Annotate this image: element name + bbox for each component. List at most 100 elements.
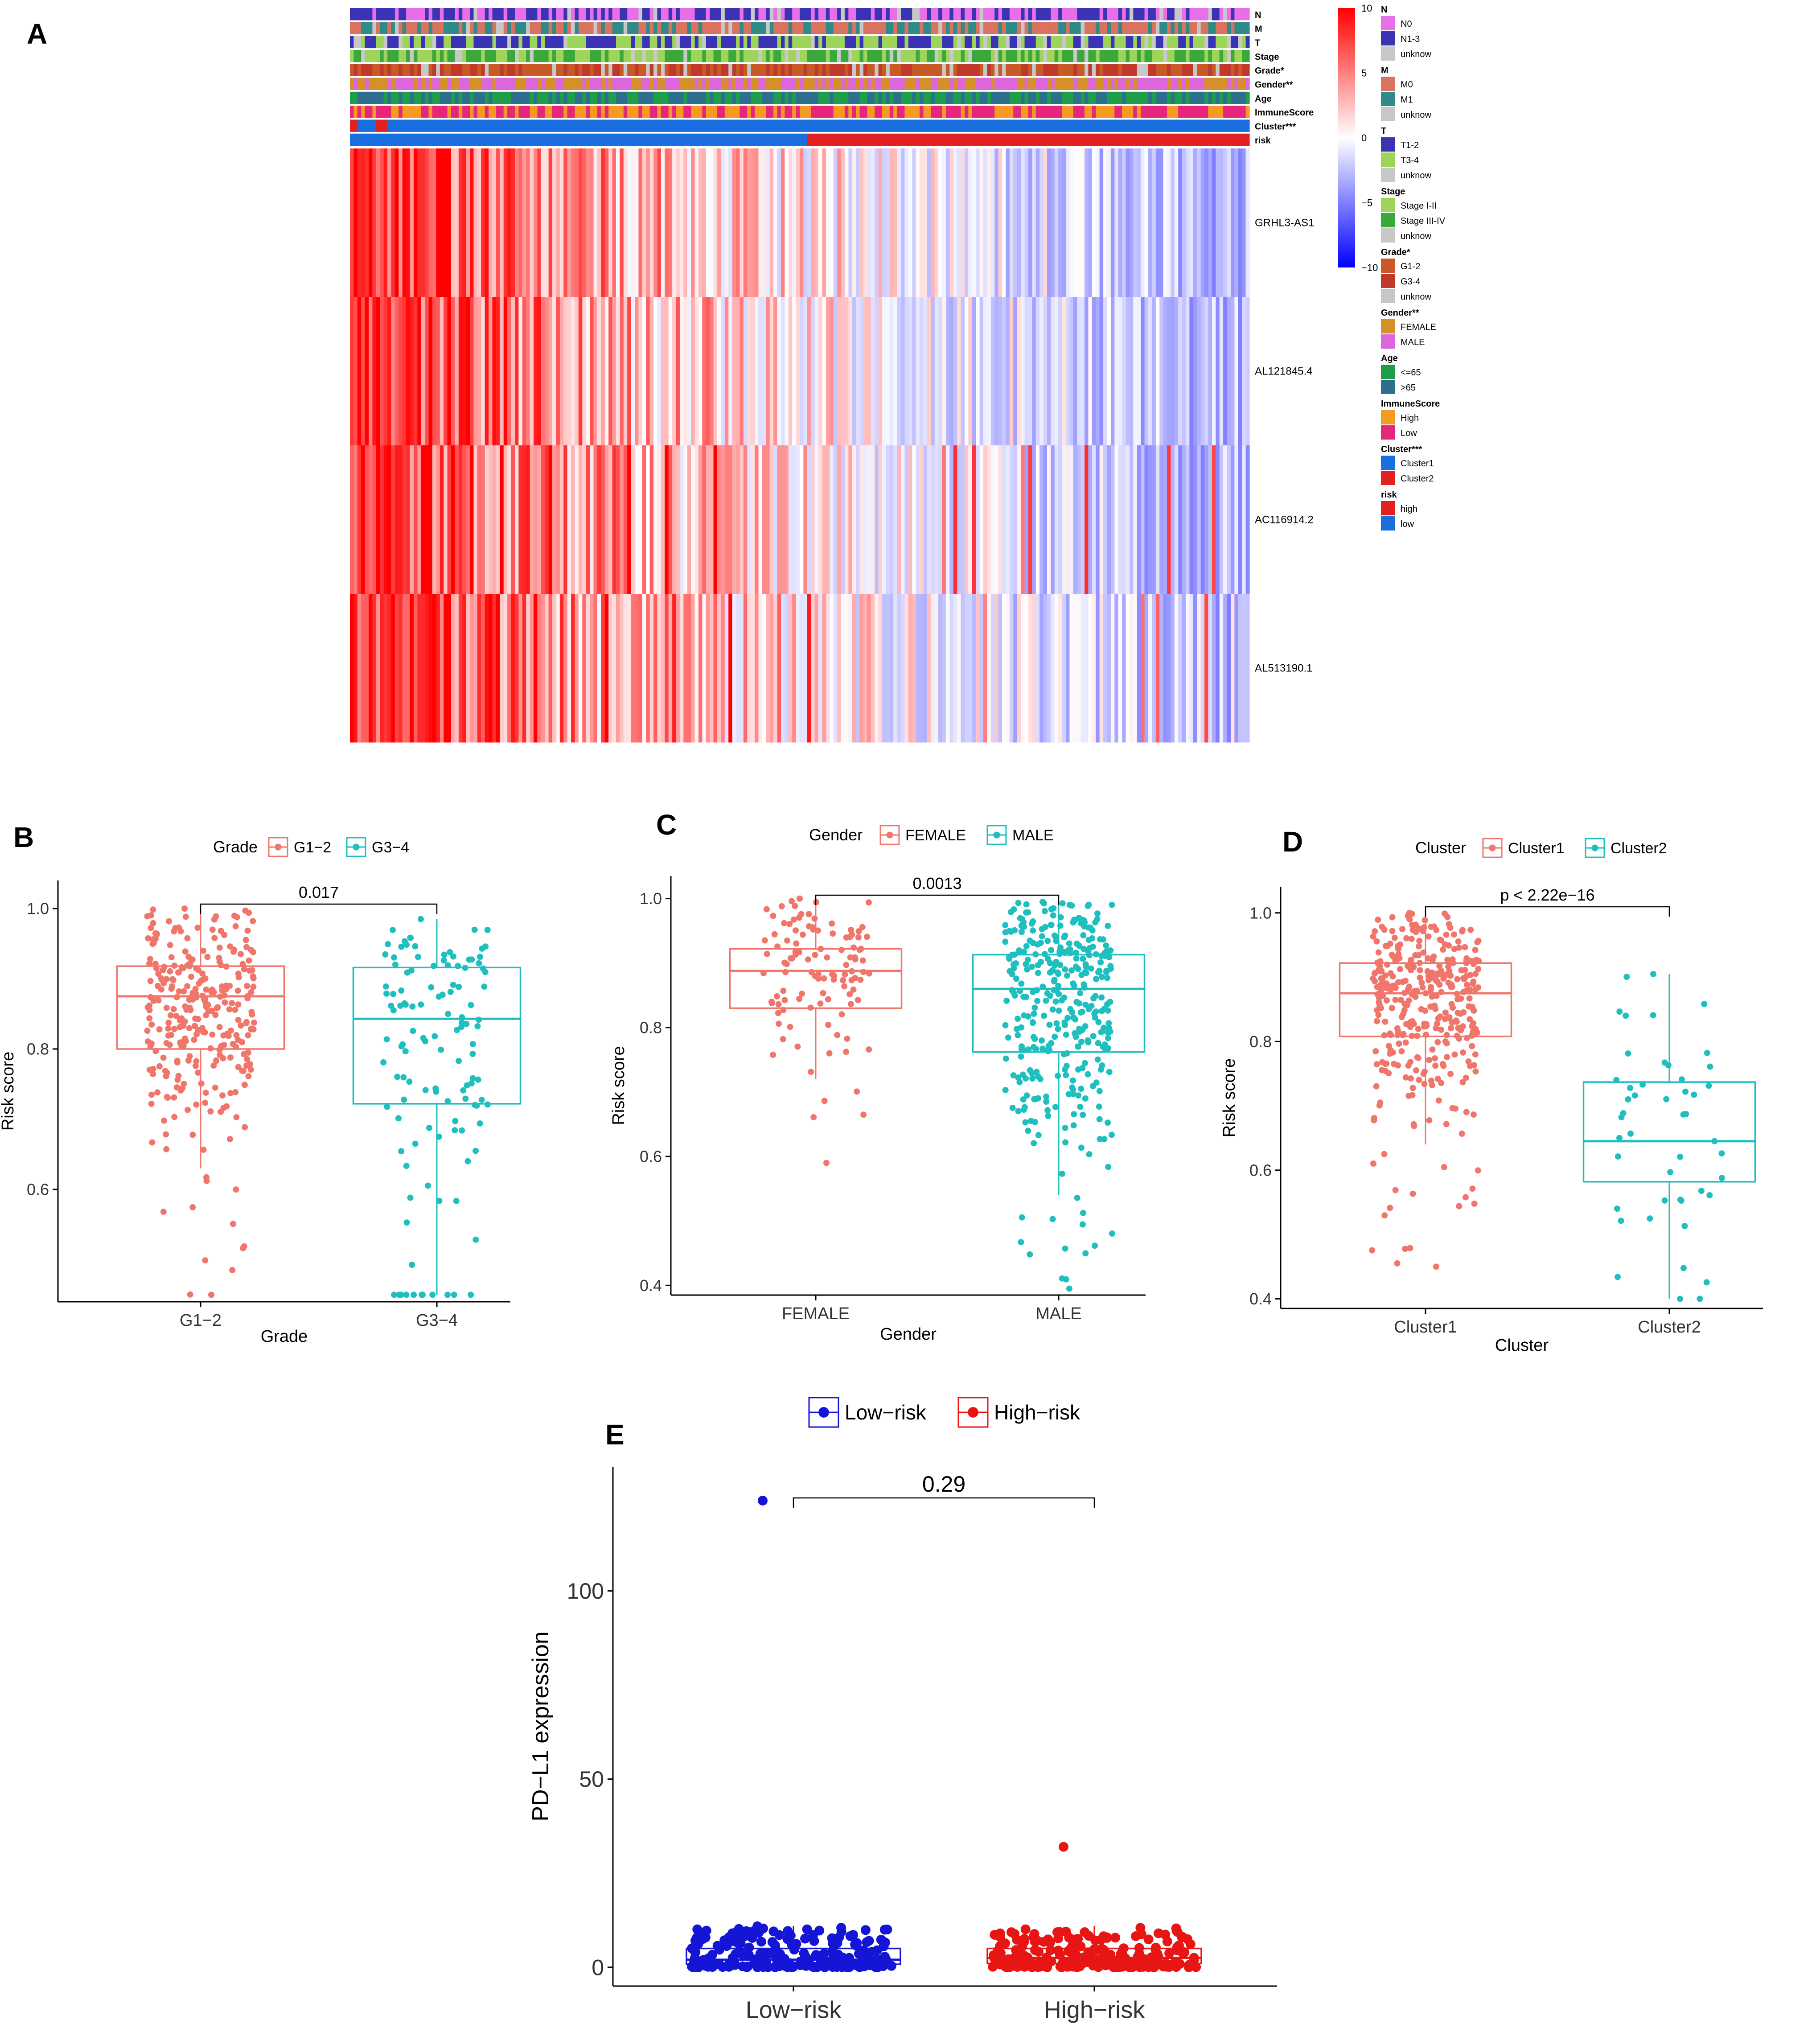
data-point bbox=[235, 1064, 242, 1070]
annotation-cell bbox=[736, 22, 740, 34]
heatmap-cell bbox=[1133, 297, 1138, 446]
annotation-cell bbox=[1088, 119, 1093, 132]
data-point bbox=[166, 918, 172, 925]
annotation-cell bbox=[1200, 49, 1205, 62]
heatmap-cell bbox=[852, 297, 856, 446]
heatmap-cell bbox=[1245, 297, 1250, 446]
heatmap-cell bbox=[1245, 445, 1250, 594]
annotation-cell bbox=[481, 133, 485, 146]
heatmap-cell bbox=[987, 297, 991, 446]
data-point bbox=[1389, 1005, 1395, 1012]
heatmap-cell bbox=[518, 594, 523, 743]
heatmap-cell bbox=[1200, 445, 1205, 594]
annotation-cell bbox=[432, 119, 436, 132]
data-point bbox=[1049, 1216, 1056, 1222]
annotation-cell bbox=[631, 49, 635, 62]
annotation-cell bbox=[1148, 133, 1152, 146]
heatmap-cell bbox=[1238, 445, 1242, 594]
data-point bbox=[1043, 1098, 1050, 1105]
annotation-cell bbox=[1009, 106, 1014, 118]
annotation-cell bbox=[399, 64, 403, 76]
data-point bbox=[441, 951, 448, 958]
annotation-cell bbox=[758, 8, 763, 21]
heatmap-cell bbox=[691, 594, 695, 743]
heatmap-cell bbox=[713, 594, 718, 743]
heatmap-cell bbox=[489, 297, 493, 446]
annotation-cell bbox=[657, 36, 661, 49]
annotation-cell bbox=[665, 91, 669, 104]
annotation-cell bbox=[413, 106, 418, 118]
heatmap-cell bbox=[990, 594, 995, 743]
heatmap-cell bbox=[1035, 445, 1040, 594]
annotation-cell bbox=[893, 36, 898, 49]
data-point bbox=[238, 951, 244, 958]
annotation-cell bbox=[676, 8, 680, 21]
data-point bbox=[232, 923, 239, 930]
annotation-cell bbox=[444, 78, 448, 90]
heatmap-cell bbox=[1242, 594, 1246, 743]
annotation-cell bbox=[908, 22, 912, 34]
annotation-cell bbox=[383, 91, 388, 104]
annotation-cell bbox=[518, 64, 523, 76]
annotation-cell bbox=[1080, 8, 1085, 21]
data-point bbox=[1055, 1026, 1061, 1032]
annotation-cell bbox=[522, 91, 526, 104]
data-point bbox=[1398, 1048, 1405, 1055]
annotation-cell bbox=[1080, 119, 1085, 132]
annotation-cell bbox=[732, 133, 736, 146]
data-point bbox=[235, 1016, 242, 1023]
annotation-cell bbox=[590, 119, 594, 132]
annotation-cell bbox=[758, 91, 763, 104]
annotation-cell bbox=[766, 78, 770, 90]
annotation-cell bbox=[1144, 119, 1149, 132]
heatmap-cell bbox=[844, 445, 849, 594]
data-point bbox=[1047, 960, 1053, 967]
annotation-cell bbox=[665, 106, 669, 118]
heatmap-cell bbox=[706, 148, 710, 297]
annotation-cell bbox=[990, 36, 995, 49]
data-point bbox=[397, 1002, 404, 1009]
annotation-cell bbox=[369, 119, 373, 132]
annotation-cell bbox=[428, 119, 433, 132]
data-point bbox=[1066, 901, 1073, 908]
data-point bbox=[852, 956, 859, 963]
heatmap-cell bbox=[1193, 445, 1197, 594]
data-point bbox=[1016, 947, 1023, 954]
data-point bbox=[424, 1182, 431, 1189]
annotation-cell bbox=[830, 133, 834, 146]
heatmap-cell bbox=[635, 445, 639, 594]
box-iqr bbox=[352, 967, 522, 1105]
heatmap-cell bbox=[387, 445, 392, 594]
data-point bbox=[168, 1012, 174, 1019]
annotation-cell bbox=[1212, 91, 1216, 104]
annotation-cell bbox=[620, 22, 624, 34]
annotation-cell bbox=[1152, 36, 1156, 49]
annotation-cell bbox=[635, 78, 639, 90]
annotation-cell bbox=[758, 133, 763, 146]
annotation-cell bbox=[522, 22, 526, 34]
annotation-cell bbox=[994, 119, 999, 132]
annotation-cell bbox=[496, 133, 500, 146]
data-point bbox=[1469, 958, 1475, 964]
annotation-cell bbox=[1103, 8, 1108, 21]
annotation-cell bbox=[698, 64, 703, 76]
heatmap-cell bbox=[1051, 148, 1055, 297]
heatmap-cell bbox=[998, 148, 1002, 297]
annotation-cell bbox=[792, 36, 797, 49]
annotation-cell bbox=[1009, 49, 1014, 62]
annotation-cell bbox=[1126, 64, 1130, 76]
heatmap-cell bbox=[871, 148, 875, 297]
data-point bbox=[455, 963, 461, 969]
data-point bbox=[244, 1056, 251, 1062]
legend-item-label: Stage I-II bbox=[1401, 201, 1437, 211]
annotation-cell bbox=[567, 8, 571, 21]
annotation-cell bbox=[380, 8, 384, 21]
heatmap-cell bbox=[492, 445, 497, 594]
heatmap-cell bbox=[717, 297, 722, 446]
heatmap-cell bbox=[803, 594, 808, 743]
annotation-cell bbox=[507, 91, 512, 104]
heatmap-cell bbox=[1039, 148, 1044, 297]
data-point bbox=[1438, 1026, 1444, 1033]
annotation-cell bbox=[511, 106, 515, 118]
heatmap-cell bbox=[646, 148, 650, 297]
